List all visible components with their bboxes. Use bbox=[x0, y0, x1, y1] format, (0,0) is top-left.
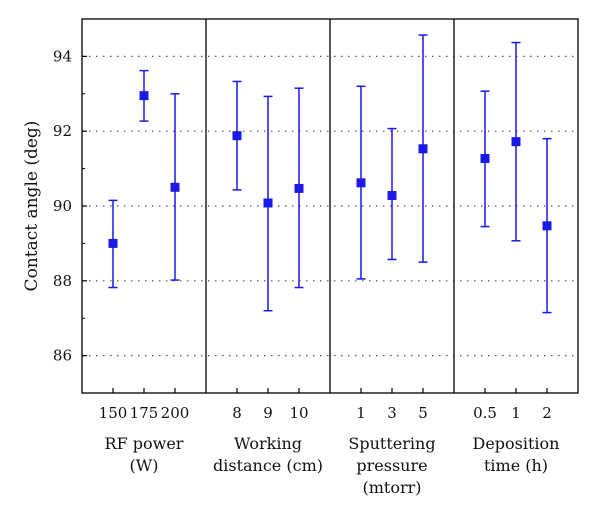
data-point bbox=[108, 238, 118, 248]
group-label: Sputtering bbox=[348, 434, 435, 453]
x-tick-label: 150 bbox=[99, 404, 128, 422]
data-point bbox=[294, 183, 304, 193]
y-tick-label: 88 bbox=[53, 272, 72, 290]
group-label: (W) bbox=[130, 456, 159, 475]
group-label: Working bbox=[234, 434, 302, 453]
grid-lines bbox=[82, 55, 578, 357]
data-point bbox=[480, 154, 490, 164]
group-label: Deposition bbox=[473, 434, 560, 453]
x-tick-label: 10 bbox=[289, 404, 308, 422]
plot-frame bbox=[81, 18, 579, 394]
x-tick-label: 5 bbox=[418, 404, 428, 422]
x-tick-label: 1 bbox=[511, 404, 521, 422]
data-point bbox=[542, 221, 552, 231]
data-point bbox=[139, 91, 149, 101]
group-label: time (h) bbox=[484, 456, 548, 475]
data-point bbox=[387, 191, 397, 201]
y-tick-label: 90 bbox=[53, 197, 72, 215]
data-point bbox=[356, 178, 366, 188]
data-point bbox=[263, 198, 273, 208]
group-label: (mtorr) bbox=[362, 478, 421, 497]
data-point bbox=[170, 182, 180, 192]
x-tick-label: 1 bbox=[356, 404, 366, 422]
y-tick-label: 86 bbox=[53, 347, 72, 365]
y-axis-label: Contact angle (deg) bbox=[22, 121, 42, 292]
group-label: distance (cm) bbox=[213, 456, 323, 475]
axis-labels: Contact angle (deg) 150 175 200 RF power (W) 8… bbox=[22, 121, 559, 497]
x-tick-label: 0.5 bbox=[473, 404, 497, 422]
x-tick-label: 3 bbox=[387, 404, 397, 422]
group-label: pressure bbox=[356, 456, 427, 475]
y-tick-label: 94 bbox=[53, 47, 72, 65]
y-tick-label: 92 bbox=[53, 122, 72, 140]
data-point bbox=[418, 144, 428, 154]
data-series bbox=[108, 34, 552, 314]
x-tick-label: 200 bbox=[161, 404, 190, 422]
group-label: RF power bbox=[105, 434, 184, 453]
x-tick-label: 8 bbox=[232, 404, 242, 422]
x-tick-label: 175 bbox=[130, 404, 159, 422]
y-axis: 86 88 90 92 94 bbox=[53, 18, 548, 394]
data-point bbox=[511, 137, 521, 147]
x-tick-label: 9 bbox=[263, 404, 273, 422]
data-point bbox=[232, 131, 242, 141]
x-tick-label: 2 bbox=[542, 404, 552, 422]
